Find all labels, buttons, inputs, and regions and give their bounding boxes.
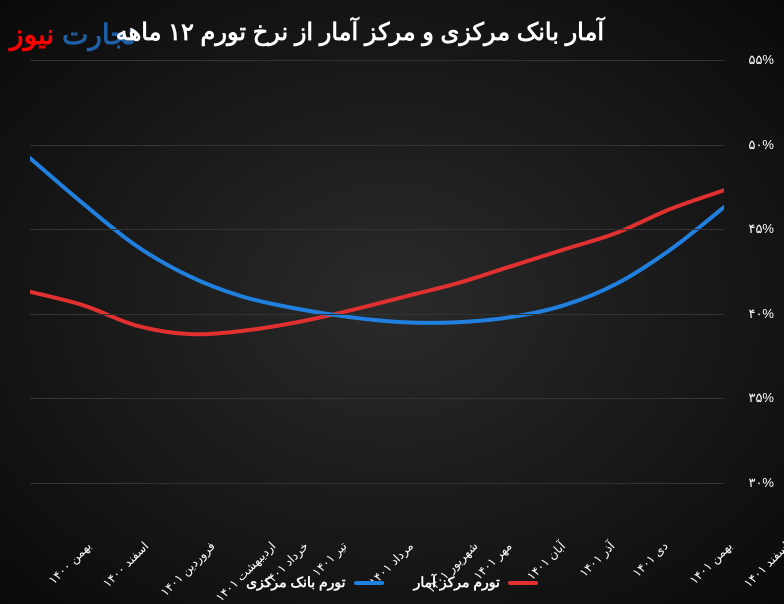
series-line-1 [30,158,724,323]
y-tick-label: ۳۵% [748,390,774,406]
gridline [30,60,724,61]
legend-line-amar [508,581,538,585]
y-tick-label: ۵۰% [748,137,774,153]
logo-red-text: نیوز [10,19,54,50]
x-tick-label: دی ۱۴۰۱ [630,539,671,580]
chart-container: تجارت نیوز آمار بانک مرکزی و مرکز آمار ا… [0,0,784,603]
gridline [30,398,724,399]
gridline [30,229,724,230]
x-tick-label: بهمن ۱۴۰۰ [46,539,94,587]
y-tick-label: ۴۰% [748,306,774,322]
x-tick-label: اسفند ۱۴۰۰ [101,539,152,590]
chart-title: آمار بانک مرکزی و مرکز آمار از نرخ تورم … [116,18,604,47]
x-tick-label: فروردین ۱۴۰۱ [158,539,218,599]
legend-label-amar: تورم مرکز آمار [414,574,500,591]
x-tick-label: اسفند ۱۴۰۱ [741,539,784,590]
legend-item-amar: تورم مرکز آمار [414,574,538,591]
series-line-0 [30,190,724,334]
x-tick-label: آذر ۱۴۰۱ [577,539,618,580]
chart-svg [30,60,724,483]
legend-line-bank [354,581,384,585]
y-tick-label: ۳۰% [748,475,774,491]
x-tick-label: بهمن ۱۴۰۱ [686,539,734,587]
legend-label-bank: تورم بانک مرکزی [246,574,346,591]
legend-item-bank: تورم بانک مرکزی [246,574,384,591]
legend: تورم مرکز آمار تورم بانک مرکزی [246,574,538,591]
gridline [30,483,724,484]
y-tick-label: ۴۵% [748,221,774,237]
plot-area: ۳۰%۳۵%۴۰%۴۵%۵۰%۵۵%بهمن ۱۴۰۰اسفند ۱۴۰۰فرو… [30,60,724,483]
gridline [30,145,724,146]
y-tick-label: ۵۵% [748,52,774,68]
gridline [30,314,724,315]
